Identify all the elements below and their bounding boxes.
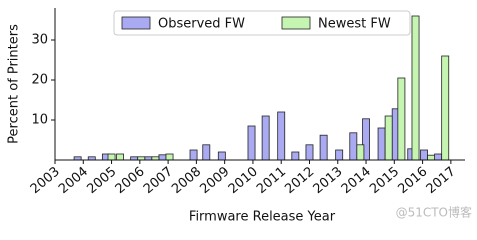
x-tick-label: 2005 <box>84 164 119 197</box>
x-tick-label: 2006 <box>113 164 148 197</box>
x-tick-label: 2014 <box>339 164 374 197</box>
y-tick-label: 30 <box>31 33 48 48</box>
bar <box>349 132 358 161</box>
bar <box>189 149 198 161</box>
legend-swatch <box>281 16 311 30</box>
bar <box>305 144 314 161</box>
bar <box>427 154 436 161</box>
bar <box>158 154 167 161</box>
bar <box>335 149 344 161</box>
x-tick-label: 2011 <box>254 164 289 197</box>
x-tick-label: 2010 <box>226 164 261 197</box>
bar <box>247 125 256 161</box>
y-tick-label: 20 <box>31 73 48 88</box>
y-tick-label: 10 <box>31 113 48 128</box>
x-tick-label: 2013 <box>311 164 346 197</box>
bar <box>397 77 406 161</box>
bar <box>441 55 450 161</box>
bar <box>319 134 328 161</box>
bar <box>116 153 124 161</box>
bar <box>411 15 420 161</box>
bar <box>420 149 428 161</box>
x-tick-label: 2009 <box>197 164 232 197</box>
x-tick-label: 2004 <box>56 164 91 197</box>
x-tick-label: 2016 <box>395 164 430 197</box>
bar <box>202 144 211 161</box>
legend-label: Observed FW <box>158 17 245 32</box>
x-tick-label: 2017 <box>424 164 459 197</box>
legend-box <box>113 10 411 36</box>
legend-swatch <box>121 16 151 30</box>
bar <box>384 115 393 161</box>
bar <box>434 153 443 161</box>
x-tick-label: 2007 <box>141 164 176 197</box>
chart: Firmware Release Year Percent of Printer… <box>7 8 472 225</box>
x-tick-label: 2012 <box>282 164 317 197</box>
x-tick-label: 2015 <box>367 164 402 197</box>
x-axis-label: Firmware Release Year <box>189 210 336 225</box>
y-axis-label: Percent of Printers <box>7 24 22 144</box>
legend-label: Newest FW <box>318 17 391 32</box>
bar <box>291 151 300 161</box>
bar <box>217 151 226 161</box>
bar <box>356 144 365 161</box>
watermark: @51CTO博客 <box>396 205 472 220</box>
bar <box>165 153 174 161</box>
x-tick-label: 2008 <box>169 164 204 197</box>
bar <box>107 153 116 161</box>
bar <box>277 111 286 161</box>
bar <box>377 127 386 161</box>
x-tick-label: 2003 <box>28 164 63 197</box>
bar <box>261 115 270 161</box>
